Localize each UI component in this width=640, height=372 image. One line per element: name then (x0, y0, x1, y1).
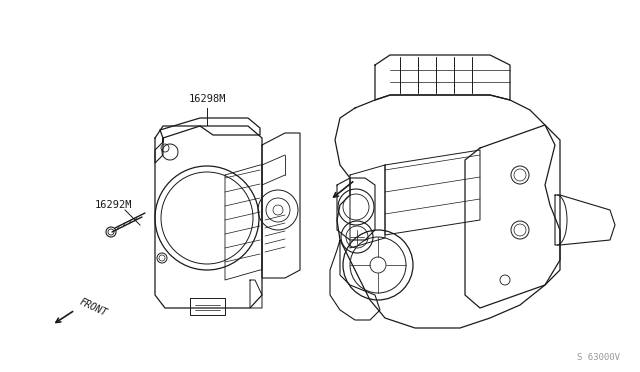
Text: S 63000V: S 63000V (577, 353, 620, 362)
Text: FRONT: FRONT (78, 296, 109, 318)
Text: 16298M: 16298M (188, 94, 226, 104)
Text: 16292M: 16292M (95, 200, 132, 210)
